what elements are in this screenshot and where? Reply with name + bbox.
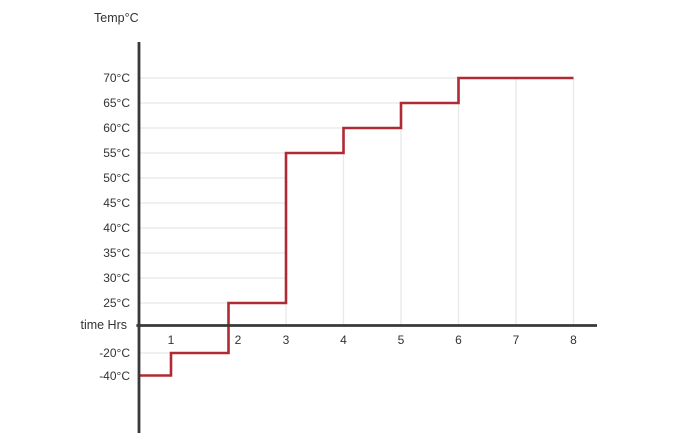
y-tick-label: 25°C — [103, 296, 130, 310]
y-tick-label: 35°C — [103, 246, 130, 260]
y-tick-label: -20°C — [99, 346, 130, 360]
x-tick-label: 8 — [570, 333, 577, 347]
y-tick-label: 30°C — [103, 271, 130, 285]
y-tick-label: 70°C — [103, 71, 130, 85]
temperature-step-line — [138, 76, 574, 377]
y-tick-label: 50°C — [103, 171, 130, 185]
y-tick-label: -40°C — [99, 368, 130, 383]
y-tick-label: 45°C — [103, 196, 130, 210]
x-tick-label: 6 — [455, 333, 462, 347]
y-tick-label: 60°C — [103, 121, 130, 135]
x-tick-label: 2 — [234, 333, 242, 347]
x-tick-label: 5 — [397, 333, 405, 347]
y-tick-label: 65°C — [103, 96, 130, 110]
y-tick-label: 55°C — [103, 146, 130, 160]
y-tick-label: 40°C — [103, 221, 130, 235]
x-tick-label: 4 — [340, 333, 347, 347]
x-tick-label: 7 — [512, 333, 520, 347]
x-tick-label: 1 — [167, 333, 175, 347]
x-tick-label: 3 — [282, 333, 290, 347]
x-axis-title: time Hrs — [80, 318, 127, 332]
y-axis-title: Temp°C — [94, 11, 139, 25]
